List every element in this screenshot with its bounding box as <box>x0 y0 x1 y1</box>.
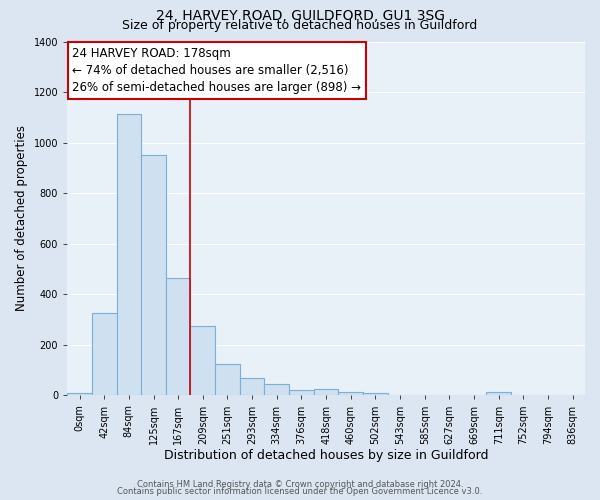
Bar <box>240 378 265 396</box>
Bar <box>141 156 166 396</box>
Bar <box>92 314 116 396</box>
Text: 24, HARVEY ROAD, GUILDFORD, GU1 3SG: 24, HARVEY ROAD, GUILDFORD, GU1 3SG <box>155 9 445 23</box>
Text: Size of property relative to detached houses in Guildford: Size of property relative to detached ho… <box>122 19 478 32</box>
Bar <box>67 393 92 396</box>
Bar <box>215 364 240 396</box>
Bar <box>338 392 363 396</box>
Bar <box>116 114 141 396</box>
Bar <box>190 326 215 396</box>
Text: Contains public sector information licensed under the Open Government Licence v3: Contains public sector information licen… <box>118 488 482 496</box>
Y-axis label: Number of detached properties: Number of detached properties <box>15 126 28 312</box>
X-axis label: Distribution of detached houses by size in Guildford: Distribution of detached houses by size … <box>164 450 488 462</box>
Text: 24 HARVEY ROAD: 178sqm
← 74% of detached houses are smaller (2,516)
26% of semi-: 24 HARVEY ROAD: 178sqm ← 74% of detached… <box>73 47 361 94</box>
Bar <box>487 392 511 396</box>
Text: Contains HM Land Registry data © Crown copyright and database right 2024.: Contains HM Land Registry data © Crown c… <box>137 480 463 489</box>
Bar <box>265 384 289 396</box>
Bar <box>166 278 190 396</box>
Bar <box>363 393 388 396</box>
Bar <box>289 390 314 396</box>
Bar <box>314 389 338 396</box>
